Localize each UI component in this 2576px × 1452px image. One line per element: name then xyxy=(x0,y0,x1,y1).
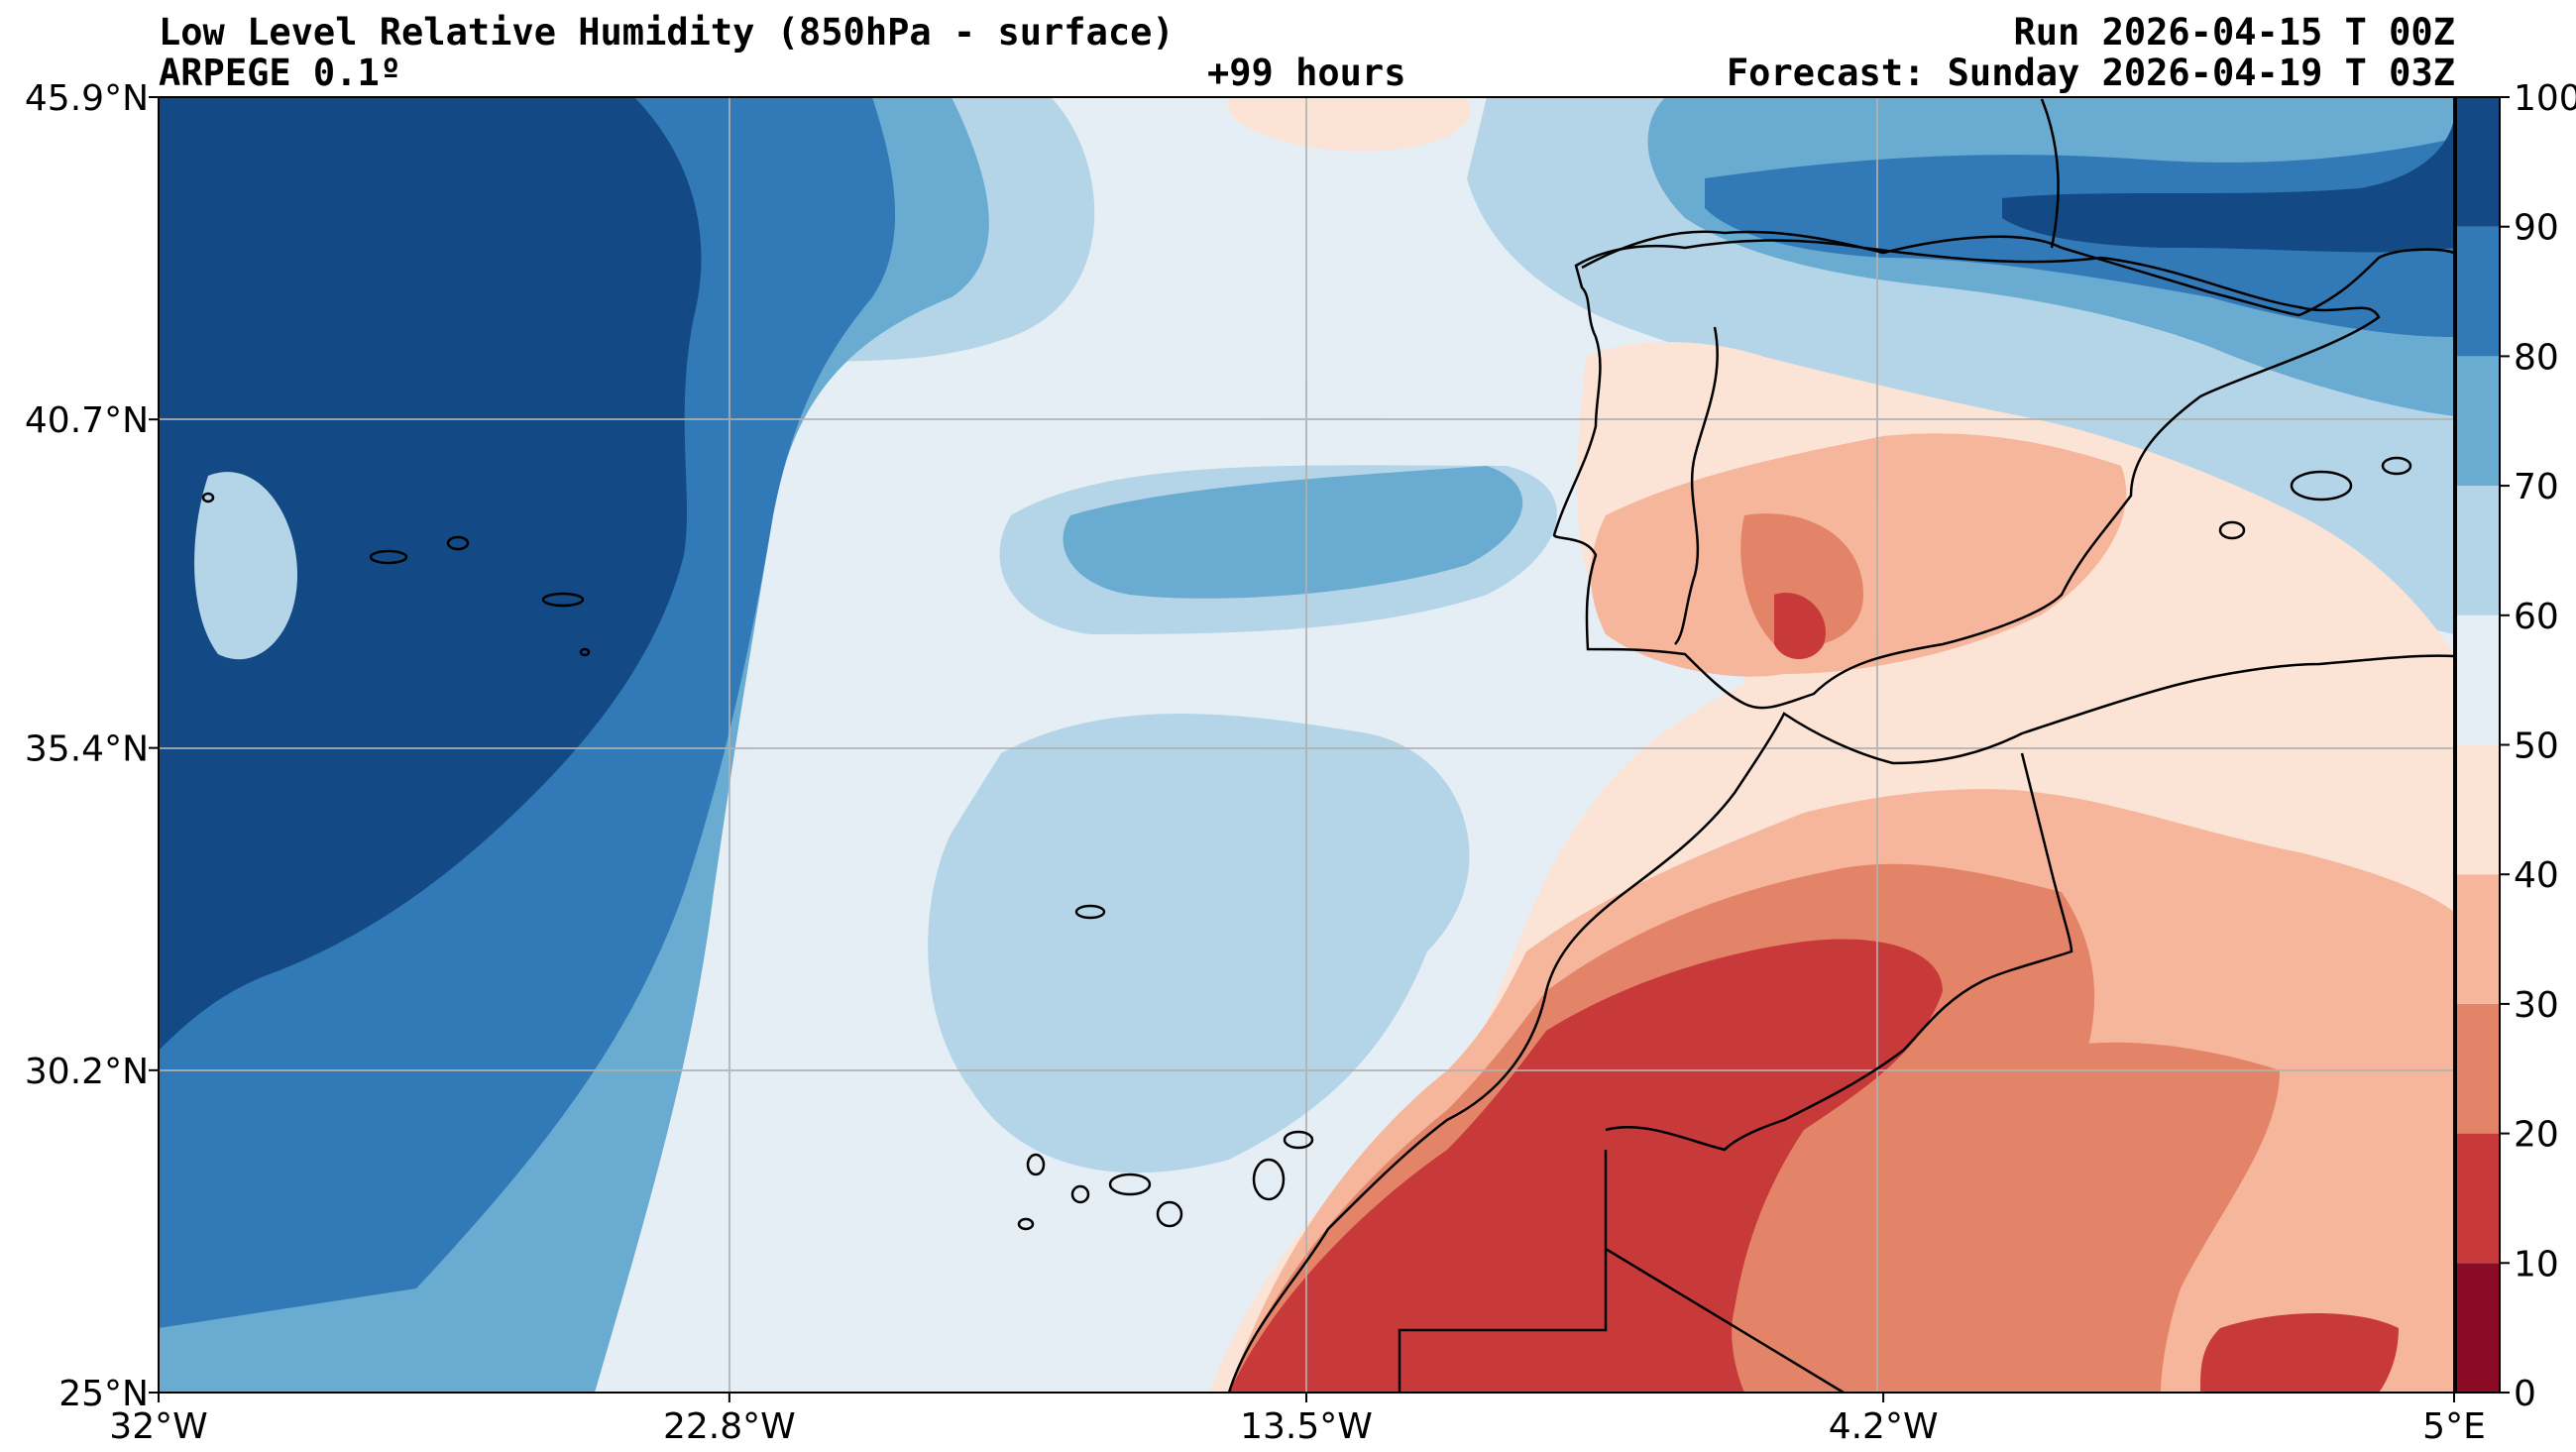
colorbar-swatch xyxy=(2456,1263,2500,1393)
forecast-time: Forecast: Sunday 2026-04-19 T 03Z xyxy=(1726,52,2455,94)
colorbar-tick-label: 90 xyxy=(2514,208,2559,249)
lon-tick-label: 5°E xyxy=(2422,1406,2486,1447)
lon-tick-label: 4.2°W xyxy=(1829,1406,1939,1447)
colorbar-swatch xyxy=(2456,614,2500,745)
gridlines xyxy=(159,97,2454,1393)
colorbar-swatch xyxy=(2456,874,2500,1004)
longitude-labels: 32°W 22.8°W 13.5°W 4.2°W 5°E xyxy=(109,1406,2486,1447)
colorbar-tick-label: 30 xyxy=(2514,985,2559,1026)
colorbar-swatch xyxy=(2456,356,2500,487)
lat-tick-label: 25°N xyxy=(58,1374,149,1414)
lat-tick-label: 35.4°N xyxy=(25,729,149,770)
colorbar-tick-label: 40 xyxy=(2514,855,2559,896)
colorbar-tick-label: 50 xyxy=(2514,726,2559,767)
lat-tick-label: 30.2°N xyxy=(25,1052,149,1092)
colorbar-tick-label: 0 xyxy=(2514,1374,2536,1414)
colorbar xyxy=(2455,96,2501,1394)
lead-time: +99 hours xyxy=(1207,52,1406,94)
colorbar-swatch xyxy=(2456,486,2500,615)
lat-tick-label: 40.7°N xyxy=(25,400,149,441)
run-time: Run 2026-04-15 T 00Z xyxy=(2013,11,2455,54)
coastlines xyxy=(201,98,2455,1395)
colorbar-tick-label: 60 xyxy=(2514,597,2559,637)
colorbar-swatch xyxy=(2456,1133,2500,1264)
map-title: Low Level Relative Humidity (850hPa - su… xyxy=(159,11,1175,54)
lon-tick-label: 22.8°W xyxy=(663,1406,796,1447)
colorbar-swatch xyxy=(2456,744,2500,875)
axis-ticks xyxy=(149,96,2455,1402)
lon-tick-label: 32°W xyxy=(109,1406,207,1447)
lon-tick-label: 13.5°W xyxy=(1240,1406,1373,1447)
colorbar-tick-label: 80 xyxy=(2514,337,2559,378)
model-name: ARPEGE 0.1º xyxy=(159,52,402,94)
colorbar-tick-label: 10 xyxy=(2514,1244,2559,1284)
colorbar-tick-label: 100 xyxy=(2514,78,2576,119)
colorbar-tick-label: 20 xyxy=(2514,1115,2559,1156)
colorbar-swatch xyxy=(2456,226,2500,357)
colorbar-tick-label: 70 xyxy=(2514,467,2559,507)
colorbar-swatch xyxy=(2456,97,2500,227)
colorbar-labels: 0 10 20 30 40 50 60 70 80 90 100 xyxy=(2500,78,2576,1414)
lat-tick-label: 45.9°N xyxy=(25,78,149,119)
latitude-labels: 45.9°N 40.7°N 35.4°N 30.2°N 25°N xyxy=(25,78,149,1414)
colorbar-swatch xyxy=(2456,1003,2500,1134)
